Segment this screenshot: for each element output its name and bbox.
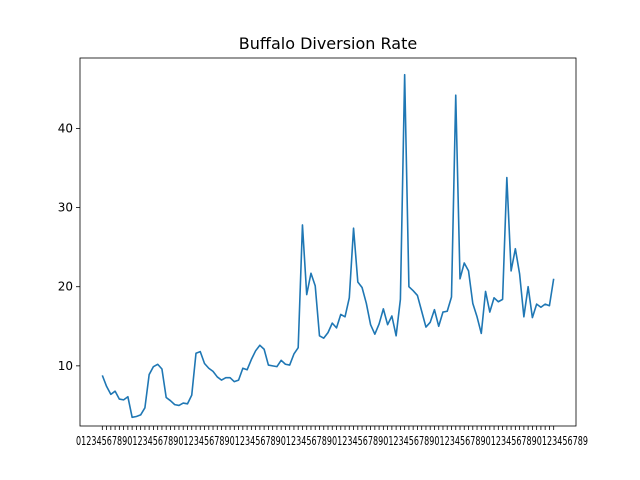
y-tick-label: 40 — [58, 121, 73, 135]
chart-title: Buffalo Diversion Rate — [239, 34, 417, 53]
y-tick-label: 10 — [58, 359, 73, 373]
axes-frame — [79, 57, 577, 427]
y-tick-label: 30 — [58, 201, 73, 215]
x-tick-labels: 0123456789012345678901234567890123456789… — [76, 434, 588, 448]
plot-area: 0123456789012345678901234567890123456789… — [58, 57, 588, 448]
series-line — [101, 73, 555, 419]
y-tick-label: 20 — [58, 280, 73, 294]
